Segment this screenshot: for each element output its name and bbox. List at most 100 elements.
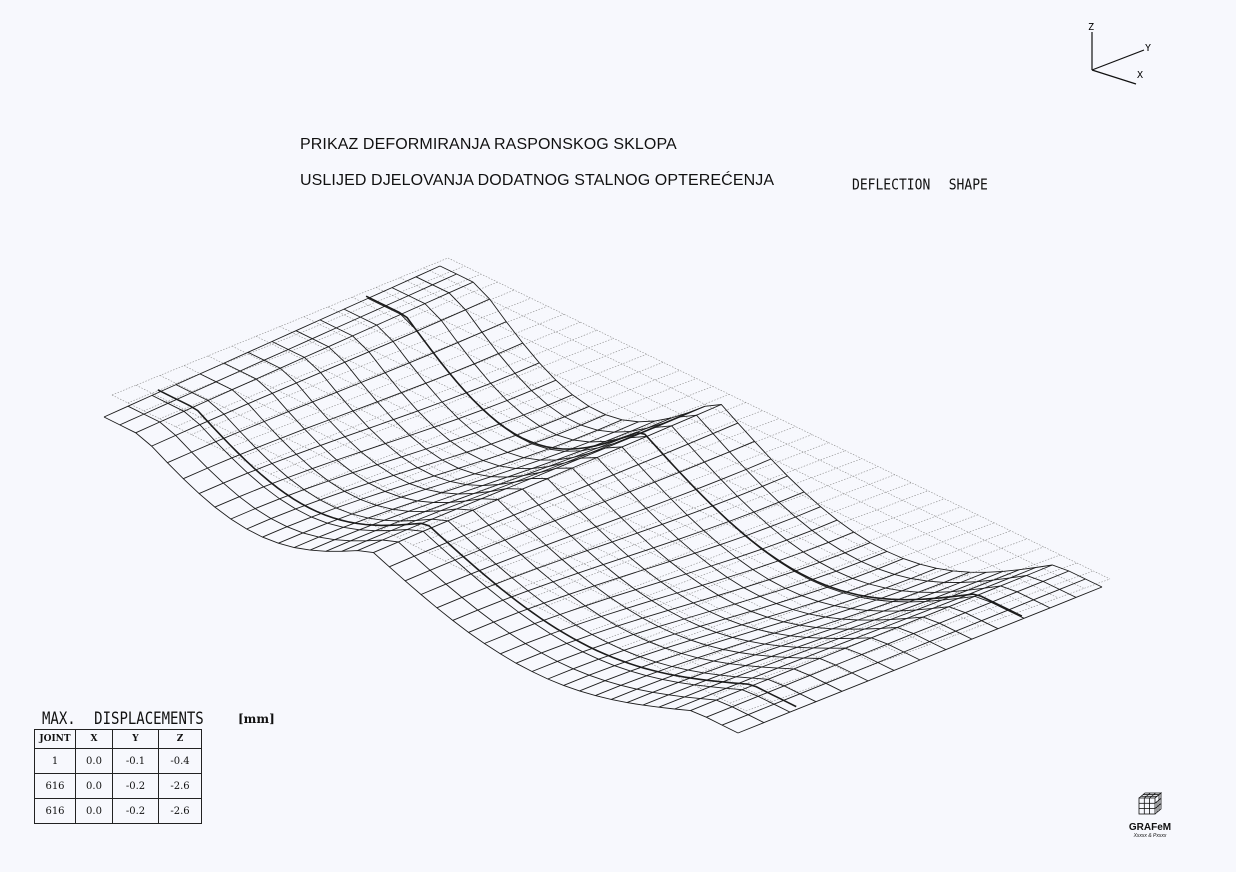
table-row: 616 0.0 -0.2 -2.6: [34, 798, 202, 824]
undeformed-transverse-line: [270, 338, 614, 475]
undeformed-transverse-line: [428, 418, 780, 554]
displacements-table: JOINT X Y Z 1 0.0 -0.1 -0.4 616 0.0 -0.2…: [34, 729, 202, 824]
header-y: Y: [112, 729, 159, 749]
deformed-longitudinal-line: [103, 416, 739, 734]
deformed-transverse-line: [579, 567, 937, 692]
deformed-transverse-line: [357, 405, 705, 552]
deformed-transverse-line: [737, 586, 1103, 734]
deformed-longitudinal-line: [175, 384, 817, 703]
table-header-row: JOINT X Y Z: [34, 729, 202, 749]
undeformed-transverse-line: [143, 273, 482, 412]
undeformed-transverse-line: [729, 570, 1094, 704]
deformed-transverse-line: [119, 273, 457, 426]
deformed-transverse-line: [341, 412, 689, 552]
deformed-transverse-line: [278, 419, 623, 544]
girder-lines: [157, 295, 1023, 708]
deformed-transverse-line: [531, 550, 888, 672]
deformed-transverse-line: [452, 491, 805, 621]
logo-name: GRAFeM: [1128, 822, 1172, 833]
logo-subtitle: Xxxxx & Pxxxx: [1133, 833, 1167, 839]
displacements-word: DISPLACEMENTS: [94, 709, 204, 729]
cell-y: -0.2: [112, 773, 159, 799]
deformed-transverse-line: [183, 342, 523, 480]
grafem-cube-icon: [1138, 792, 1163, 815]
deformed-transverse-line: [103, 265, 441, 418]
cell-x: 0.0: [75, 798, 113, 824]
deformed-longitudinal-line: [271, 341, 921, 661]
units-label: [mm]: [238, 712, 275, 726]
cell-y: -0.2: [112, 798, 159, 824]
undeformed-transverse-line: [254, 329, 598, 467]
cell-joint: 1: [34, 748, 76, 774]
undeformed-transverse-line: [523, 466, 879, 601]
undeformed-longitudinal-line: [231, 345, 877, 665]
undeformed-transverse-line: [111, 257, 449, 396]
deflection-shape-label: DEFLECTION SHAPE: [852, 176, 1002, 194]
cell-y: -0.1: [112, 748, 159, 774]
deformed-transverse-line: [658, 569, 1020, 708]
undeformed-longitudinal-line: [207, 355, 851, 674]
axis-z-label: Z: [1088, 22, 1094, 33]
cell-x: 0.0: [75, 748, 113, 774]
undeformed-transverse-line: [365, 386, 713, 522]
undeformed-longitudinal-line: [447, 257, 1111, 580]
cell-z: -2.6: [158, 798, 202, 824]
undeformed-transverse-line: [127, 265, 465, 404]
girder-line-left: [157, 389, 797, 708]
undeformed-transverse-line: [619, 514, 978, 649]
undeformed-longitudinal-line: [399, 277, 1059, 599]
undeformed-transverse-line: [238, 321, 581, 459]
deformed-transverse-line: [706, 570, 1070, 718]
undeformed-transverse-line: [159, 281, 498, 419]
title-line-1: PRIKAZ DEFORMIRANJA RASPONSKOG SKLOPA: [300, 136, 677, 153]
undeformed-longitudinal-line: [327, 306, 981, 627]
grafem-logo: GRAFeM Xxxxx & Pxxxx: [1120, 792, 1180, 839]
cell-joint: 616: [34, 773, 76, 799]
deformed-grid: [103, 265, 1103, 734]
deformed-transverse-line: [626, 571, 987, 704]
deformed-transverse-line: [611, 571, 970, 700]
undeformed-transverse-line: [397, 402, 747, 538]
max-word: MAX.: [42, 709, 76, 729]
deformed-transverse-line: [404, 440, 755, 582]
undeformed-transverse-line: [206, 305, 548, 443]
cell-x: 0.0: [75, 773, 113, 799]
undeformed-transverse-line: [682, 546, 1044, 680]
shape-word: SHAPE: [948, 176, 988, 195]
girder-line-right: [365, 295, 1023, 617]
undeformed-grid: [111, 257, 1111, 712]
undeformed-transverse-line: [634, 522, 995, 656]
deformed-transverse-line: [262, 414, 606, 538]
undeformed-transverse-line: [381, 394, 730, 530]
deformed-transverse-line: [674, 567, 1036, 710]
undeformed-longitudinal-line: [183, 365, 825, 683]
undeformed-transverse-line: [191, 297, 531, 435]
deformed-transverse-line: [642, 570, 1003, 706]
undeformed-transverse-line: [714, 562, 1078, 696]
deformed-transverse-line: [246, 405, 590, 530]
cell-z: -0.4: [158, 748, 202, 774]
deformed-transverse-line: [595, 570, 954, 697]
cell-joint: 616: [34, 798, 76, 824]
undeformed-transverse-line: [571, 490, 929, 625]
undeformed-transverse-line: [603, 506, 962, 641]
cell-z: -2.6: [158, 773, 202, 799]
axis-y-label: Y: [1145, 43, 1151, 54]
deformed-longitudinal-line: [127, 405, 765, 724]
undeformed-transverse-line: [587, 498, 945, 633]
undeformed-transverse-line: [349, 378, 697, 514]
undeformed-transverse-line: [333, 370, 680, 506]
undeformed-transverse-line: [555, 482, 912, 617]
undeformed-transverse-line: [460, 434, 813, 570]
deformed-transverse-line: [515, 542, 871, 664]
table-row: 1 0.0 -0.1 -0.4: [34, 748, 202, 774]
deflection-word: DEFLECTION: [852, 176, 931, 195]
header-joint: JOINT: [34, 729, 76, 749]
deformed-transverse-line: [690, 564, 1053, 712]
header-z: Z: [158, 729, 202, 749]
displacements-heading: MAX. DISPLACEMENTS: [42, 709, 204, 729]
undeformed-transverse-line: [412, 410, 763, 546]
deformed-longitudinal-line: [295, 330, 947, 651]
axis-x-label: X: [1137, 70, 1143, 81]
